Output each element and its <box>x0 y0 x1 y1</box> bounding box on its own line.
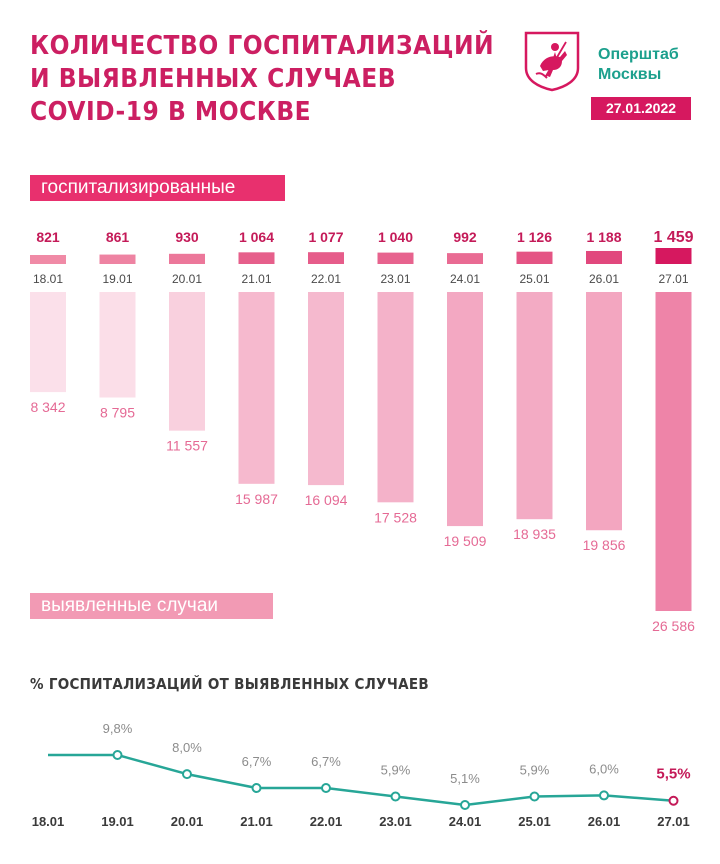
cases-bar <box>586 292 622 531</box>
date-tick-label: 26.01 <box>589 272 619 286</box>
percent-series-line <box>48 753 674 807</box>
brand-name: Оперштаб Москвы <box>598 45 708 85</box>
hospitalized-value-label: 1 064 <box>239 229 274 245</box>
x-axis-tick-label: 23.01 <box>379 814 412 829</box>
cases-value-label: 15 987 <box>235 491 278 507</box>
cases-legend-label: выявленные случаи <box>30 593 273 619</box>
hospitalized-value-label: 1 188 <box>586 229 621 245</box>
cases-value-label: 11 557 <box>166 438 208 454</box>
date-tick-label: 27.01 <box>658 272 688 286</box>
date-tick-label: 24.01 <box>450 272 480 286</box>
date-tick-label: 18.01 <box>33 272 63 286</box>
x-axis-tick-label: 26.01 <box>588 814 621 829</box>
page-title: КОЛИЧЕСТВО ГОСПИТАЛИЗАЦИЙ И ВЫЯВЛЕННЫХ С… <box>30 30 494 129</box>
percent-point <box>529 791 540 802</box>
date-tick-label: 21.01 <box>241 272 271 286</box>
hospitalized-bar <box>516 251 553 264</box>
hospitalized-legend-label: госпитализированные <box>30 175 285 201</box>
x-axis-tick-label: 18.01 <box>32 814 65 829</box>
hospitalized-value-label: 1 040 <box>378 229 413 245</box>
x-axis-tick-label: 20.01 <box>171 814 204 829</box>
cases-bar <box>238 292 275 484</box>
cases-bar <box>99 292 136 398</box>
date-tick-label: 19.01 <box>102 272 132 286</box>
brand-line-2: Москвы <box>598 66 662 83</box>
hospitalized-bar <box>30 255 66 264</box>
date-tick-label: 23.01 <box>380 272 410 286</box>
percent-point <box>112 750 123 760</box>
date-tick-label: 22.01 <box>311 272 341 286</box>
cases-bar <box>30 292 66 393</box>
title-line-3: COVID-19 В МОСКВЕ <box>30 97 312 127</box>
hospitalized-value-label: 861 <box>106 229 130 245</box>
hospitalized-bar <box>377 252 414 264</box>
hospitalized-bar <box>238 252 275 264</box>
hospitalized-value-label: 1 077 <box>308 229 343 245</box>
x-axis-tick-label: 25.01 <box>518 814 551 829</box>
cases-bar <box>377 292 414 503</box>
x-axis-tick-label: 24.01 <box>449 814 482 829</box>
cases-bar <box>516 292 553 520</box>
percent-value-label: 9,8% <box>103 721 133 736</box>
percent-value-label: 6,7% <box>242 754 272 769</box>
hospitalized-value-label: 930 <box>175 229 199 245</box>
x-axis-tick-label: 21.01 <box>240 814 273 829</box>
brand-line-1: Оперштаб <box>598 46 679 63</box>
moscow-coat-of-arms-logo <box>522 30 582 92</box>
cases-value-label: 26 586 <box>652 618 695 634</box>
cases-bar <box>655 292 692 611</box>
percent-value-label: 5,9% <box>381 762 411 777</box>
hospitalized-bar <box>586 250 622 264</box>
percent-value-label: 6,0% <box>589 761 619 776</box>
cases-bar <box>447 292 483 527</box>
cases-value-label: 16 094 <box>305 492 348 508</box>
cases-bar <box>169 292 205 431</box>
cases-value-label: 19 509 <box>444 533 487 549</box>
date-tick-label: 20.01 <box>172 272 202 286</box>
cases-value-label: 8 795 <box>100 405 135 421</box>
title-line-2: И ВЫЯВЛЕННЫХ СЛУЧАЕВ <box>30 64 397 94</box>
x-axis-tick-label: 19.01 <box>101 814 134 829</box>
percent-point <box>321 782 331 793</box>
date-tick-label: 25.01 <box>519 272 549 286</box>
percent-value-label: 5,1% <box>450 771 480 786</box>
hospitalized-value-label: 821 <box>36 229 60 245</box>
hospitalized-bar <box>169 253 205 264</box>
percent-value-label: 8,0% <box>172 740 202 755</box>
hospitalized-bar <box>655 248 692 264</box>
date-badge: 27.01.2022 <box>591 97 691 120</box>
hospitalized-value-label: 1 126 <box>517 229 552 245</box>
cases-value-label: 18 935 <box>513 526 556 542</box>
percent-value-label: 6,7% <box>311 754 341 769</box>
hospitalized-value-label: 992 <box>453 229 477 245</box>
cases-value-label: 8 342 <box>30 399 65 415</box>
cases-value-label: 19 856 <box>583 537 626 553</box>
hospitalized-bar <box>308 252 344 264</box>
percent-point <box>390 791 401 802</box>
x-axis-tick-label: 27.01 <box>657 814 690 829</box>
percent-value-label: 5,5% <box>656 766 690 783</box>
hospitalized-bar <box>99 254 136 264</box>
cases-value-label: 17 528 <box>374 509 417 525</box>
percent-point <box>182 769 192 780</box>
percent-value-label: 5,9% <box>520 762 550 777</box>
cases-bar <box>308 292 344 486</box>
percent-point <box>599 790 609 801</box>
percent-point <box>251 782 262 793</box>
hospitalized-bar <box>447 253 483 264</box>
percent-point <box>460 800 470 810</box>
percent-point <box>668 795 679 806</box>
x-axis-tick-label: 22.01 <box>310 814 343 829</box>
title-line-1: КОЛИЧЕСТВО ГОСПИТАЛИЗАЦИЙ <box>30 31 495 61</box>
line-chart-title: % ГОСПИТАЛИЗАЦИЙ ОТ ВЫЯВЛЕННЫХ СЛУЧАЕВ <box>30 675 429 693</box>
hospitalized-value-label: 1 459 <box>653 229 693 246</box>
